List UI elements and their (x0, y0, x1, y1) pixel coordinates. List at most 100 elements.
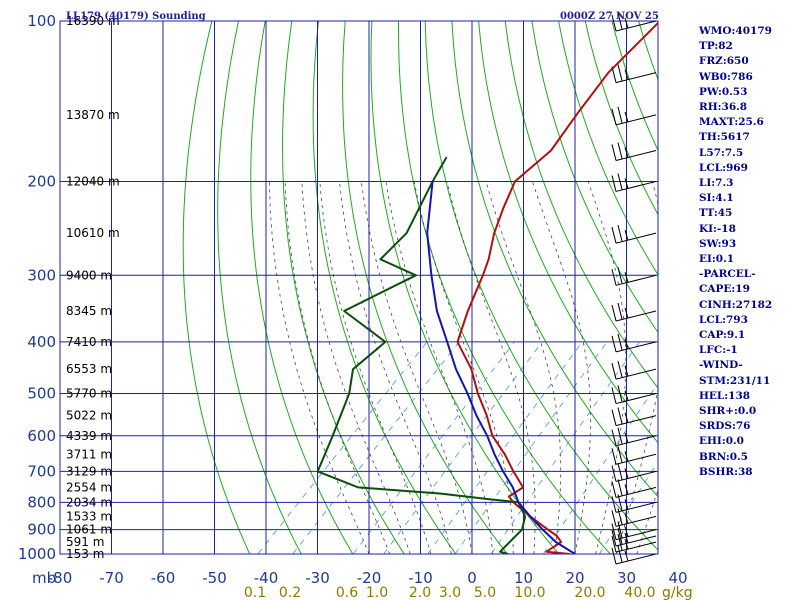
wind-barb (611, 106, 657, 126)
chart-title: LL179 (40179) Sounding (66, 11, 206, 22)
dry-adiabat (217, 21, 302, 554)
plot-frame (59, 20, 659, 555)
temperature-line (456, 21, 658, 554)
index-item: LFC:-1 (699, 344, 738, 357)
moist-adiabat (587, 181, 627, 554)
dry-adiabat (772, 21, 800, 565)
wind-barb (611, 12, 657, 32)
moist-adiabat (615, 181, 658, 554)
temperature-tick-label: -30 (305, 569, 330, 587)
height-label: 153 m (66, 547, 104, 561)
height-label: 2554 m (66, 480, 112, 494)
index-item: TP:82 (699, 40, 733, 53)
mixing-ratio-line (257, 341, 428, 554)
pressure-tick-label: 400 (27, 333, 56, 351)
temperature-tick-label: 10 (514, 569, 533, 587)
pressure-tick-label: 500 (27, 385, 56, 403)
temperature-tick-label: -10 (408, 569, 433, 587)
index-item: BRN:0.5 (699, 450, 748, 463)
mixing-ratio-label: 20.0 (574, 585, 605, 600)
wind-barbs (611, 12, 657, 565)
height-label: 3129 m (66, 464, 112, 478)
mixing-ratio-line (427, 341, 583, 554)
temperature-tick-label: -80 (48, 569, 73, 587)
pressure-tick-label: 200 (27, 172, 56, 190)
wind-barb (611, 534, 657, 553)
moist-adiabat (319, 181, 432, 554)
indices-list: WMO:40179 TP:82 FRZ:650 WB0:786 PW:0.53 RH:36… (699, 24, 772, 480)
height-label: 8345 m (66, 304, 112, 318)
index-item: CAP:9.1 (699, 329, 746, 342)
temperature-tick-label: -70 (99, 569, 124, 587)
temperature-tick-label: -60 (151, 569, 176, 587)
mixing-ratio-label: 10.0 (514, 585, 545, 600)
height-label: 5770 m (66, 387, 112, 401)
index-item: CINH:27182 (699, 298, 773, 311)
dry-adiabats (182, 21, 800, 565)
index-item: PW:0.53 (699, 85, 748, 98)
height-label: 13870 m (66, 108, 120, 122)
temperature-tick-label: -50 (202, 569, 227, 587)
height-label: 1061 m (66, 523, 112, 537)
temperature-tick-label: 20 (565, 569, 584, 587)
mixing-ratio-unit: g/kg (662, 585, 693, 600)
wind-barb (611, 527, 657, 547)
index-item: MAXT:25.6 (699, 116, 764, 129)
mixing-ratio-label: 3.0 (439, 585, 461, 600)
wind-barb (611, 494, 657, 513)
parcel-line (426, 181, 576, 554)
dry-adiabat (504, 21, 658, 389)
temperature-tick-label: 0 (467, 569, 477, 587)
index-item: L57:7.5 (699, 146, 744, 159)
wind-barb (611, 173, 657, 192)
index-item: EHI:0.0 (699, 435, 744, 448)
mixing-ratio-label: 40.0 (624, 585, 655, 600)
wind-barb (611, 545, 657, 565)
dry-adiabat (342, 21, 508, 554)
mixing-ratio-label: 1.0 (366, 585, 388, 600)
temperature-tick-label: -20 (357, 569, 382, 587)
index-item: KI:-18 (699, 222, 736, 235)
moist-adiabat (284, 181, 390, 554)
index-item: EI:0.1 (699, 253, 735, 266)
index-item: SI:4.1 (699, 192, 734, 205)
wind-barb (611, 508, 657, 527)
wind-barb (611, 385, 657, 405)
pressure-tick-label: 900 (27, 521, 56, 539)
wind-barb (611, 64, 657, 84)
temperature-tick-label: 40 (668, 569, 687, 587)
moist-adiabat (360, 181, 473, 554)
pressure-tick-label: 300 (27, 266, 56, 284)
sounding-series (316, 21, 658, 554)
height-label: 6553 m (66, 362, 112, 376)
mixing-ratio-label: 2.0 (409, 585, 431, 600)
height-label: 10610 m (66, 226, 120, 240)
dry-adiabat (531, 21, 658, 334)
index-item: WMO:40179 (699, 25, 772, 37)
index-item: WB0:786 (699, 70, 753, 83)
mixing-ratio-line (454, 341, 608, 554)
height-label: 3711 m (66, 447, 112, 461)
pressure-tick-label: 600 (27, 427, 56, 445)
index-item: SW:93 (699, 237, 737, 250)
index-item: SRDS:76 (699, 420, 751, 433)
height-label: 16390 m (66, 14, 120, 28)
dry-adiabat (370, 21, 560, 554)
pressure-tick-label: 700 (27, 462, 56, 480)
index-item: TH:5617 (699, 131, 750, 144)
index-item: -WIND- (699, 359, 743, 372)
moist-adiabat (413, 181, 514, 554)
pressure-unit-label: mb (32, 569, 56, 587)
pressure-tick-label: 1000 (18, 545, 56, 563)
index-item: LCL:793 (699, 313, 748, 326)
moist-adiabat (485, 181, 562, 554)
index-item: RH:36.8 (699, 101, 748, 114)
wind-barb (611, 427, 657, 447)
index-item: TT:45 (699, 207, 733, 220)
grid (59, 20, 659, 555)
temperature-tick-label: 30 (617, 569, 636, 587)
mixing-ratio-label: 0.6 (336, 585, 358, 600)
mixing-ratio-label: 0.2 (279, 585, 301, 600)
